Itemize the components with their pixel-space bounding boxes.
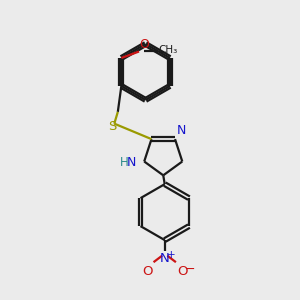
Text: CH₃: CH₃ (159, 45, 178, 55)
Text: −: − (185, 262, 196, 275)
Text: N: N (177, 124, 187, 137)
Text: +: + (167, 250, 176, 260)
Text: N: N (127, 156, 136, 169)
Text: H: H (120, 156, 129, 169)
Text: O: O (139, 38, 149, 51)
Text: O: O (177, 265, 187, 278)
Text: O: O (142, 265, 153, 278)
Text: S: S (108, 119, 117, 133)
Text: N: N (160, 252, 169, 265)
